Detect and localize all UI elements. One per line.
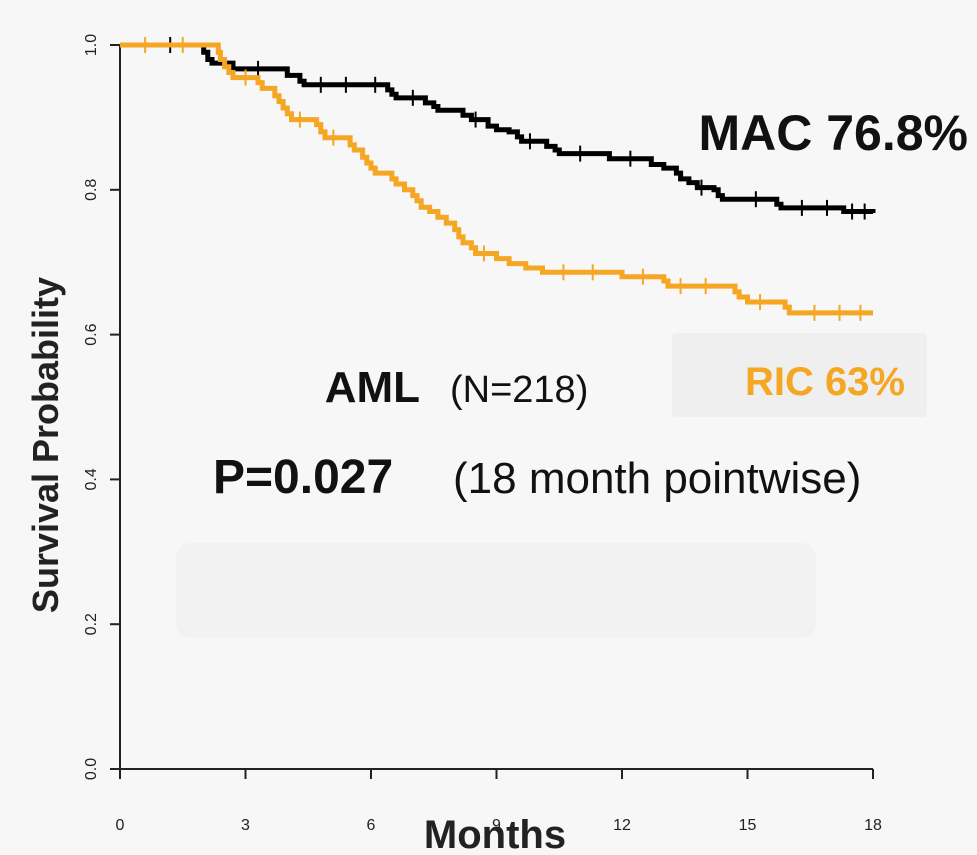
x-axis-title: Months xyxy=(424,813,566,855)
ric-survival-curve xyxy=(120,42,873,316)
x-tick-label: 18 xyxy=(864,817,882,834)
ric-annotation: RIC 63% xyxy=(745,360,905,404)
x-tick-label: 0 xyxy=(116,817,125,834)
x-tick-label: 12 xyxy=(613,817,631,834)
mac-survival-curve xyxy=(120,42,876,214)
ric-label-highlight xyxy=(672,333,927,417)
cohort-annotation: AML xyxy=(325,363,420,412)
y-axis-title: Survival Probability xyxy=(25,277,66,613)
y-tick-label: 0.8 xyxy=(83,179,100,201)
mac-annotation: MAC 76.8% xyxy=(698,105,968,161)
x-tick-label: 15 xyxy=(739,817,757,834)
p-value-annotation: P=0.027 xyxy=(213,451,393,504)
placeholder-box xyxy=(176,543,816,638)
x-tick-label: 9 xyxy=(492,817,501,834)
series-layer xyxy=(120,37,876,321)
y-tick-label: 0.6 xyxy=(83,323,100,345)
sample-size-annotation: (N=218) xyxy=(450,369,588,411)
y-tick-label: 0.4 xyxy=(83,468,100,490)
p-value-note: (18 month pointwise) xyxy=(453,454,861,503)
x-tick-label: 3 xyxy=(241,817,250,834)
x-axis-ticks: 0 3 6 9 12 15 18 xyxy=(116,769,882,834)
plot-axes: 0.0 0.2 0.4 0.6 0.8 1.0 0 3 6 9 12 15 18 xyxy=(83,34,882,834)
y-tick-label: 0.0 xyxy=(83,758,100,780)
x-tick-label: 6 xyxy=(367,817,376,834)
y-tick-label: 0.2 xyxy=(83,613,100,635)
y-tick-label: 1.0 xyxy=(83,34,100,56)
y-axis-ticks: 0.0 0.2 0.4 0.6 0.8 1.0 xyxy=(83,34,120,780)
